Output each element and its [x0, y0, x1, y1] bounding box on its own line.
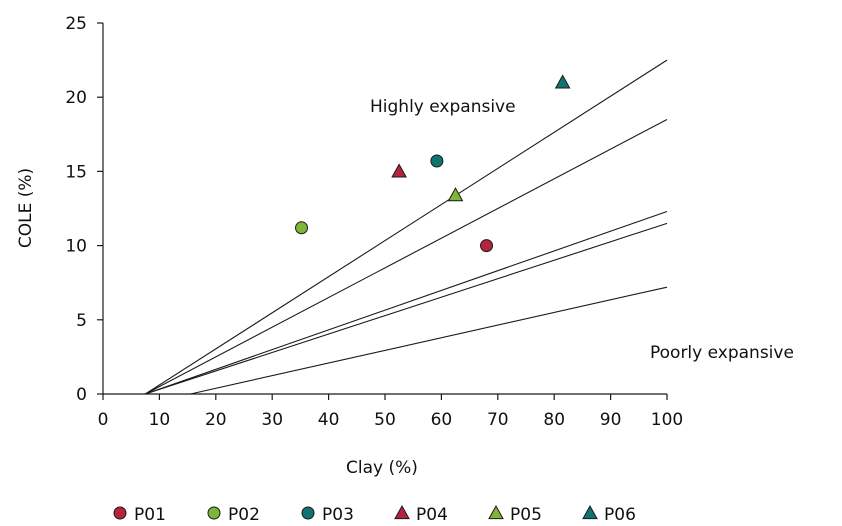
x-tick-label-70: 70 [487, 410, 509, 430]
data-point-p01 [480, 239, 494, 253]
y-tick-label-10: 10 [65, 237, 87, 257]
x-tick-label-60: 60 [431, 410, 453, 430]
x-tick-label-10: 10 [149, 410, 171, 430]
legend-marker-p04 [394, 504, 410, 520]
data-point-p06 [554, 74, 571, 89]
reference-lines [145, 59, 668, 395]
axes: 0 10 20 30 40 50 60 70 80 90 100 0 5 10 15 20 25 [65, 14, 683, 430]
y-tick-label-5: 5 [76, 311, 87, 331]
x-tick-label-80: 80 [543, 410, 565, 430]
x-axis-title: Clay (%) [346, 458, 418, 478]
legend-marker-p03 [301, 506, 315, 520]
reference-line-1 [145, 59, 668, 395]
data-point-p02 [295, 221, 309, 235]
y-tick-label-20: 20 [65, 88, 87, 108]
legend-label-p04: P04 [416, 505, 448, 525]
annotation-poorly-expansive: Poorly expansive [650, 343, 794, 363]
reference-line-2 [145, 118, 668, 395]
y-tick-label-25: 25 [65, 14, 87, 34]
legend-label-p01: P01 [134, 505, 166, 525]
data-point-p03 [430, 154, 444, 168]
reference-line-4 [145, 222, 668, 395]
legend-marker-p05 [488, 504, 504, 520]
x-tick-label-20: 20 [205, 410, 227, 430]
data-point-p04 [391, 163, 407, 178]
x-tick-label-90: 90 [600, 410, 622, 430]
x-tick-label-100: 100 [651, 410, 683, 430]
y-axis-title: COLE (%) [16, 168, 36, 248]
annotation-highly-expansive: Highly expansive [370, 97, 516, 117]
legend-label-p02: P02 [228, 505, 260, 525]
x-tick-label-30: 30 [261, 410, 283, 430]
legend-label-p06: P06 [604, 505, 636, 525]
reference-line-3 [145, 210, 668, 395]
data-points [295, 74, 571, 253]
legend-marker-p02 [207, 506, 221, 520]
legend-label-p03: P03 [322, 505, 354, 525]
legend-marker-p01 [113, 506, 127, 520]
legend-marker-p06 [582, 504, 598, 520]
x-tick-label-0: 0 [98, 410, 109, 430]
data-point-p05 [447, 187, 464, 202]
x-tick-label-40: 40 [318, 410, 340, 430]
legend-label-p05: P05 [510, 505, 542, 525]
y-tick-label-0: 0 [76, 385, 87, 405]
y-tick-label-15: 15 [65, 162, 87, 182]
reference-line-5 [190, 286, 668, 395]
x-tick-label-50: 50 [374, 410, 396, 430]
legend: P01 P02 P03 P04 P05 P06 [113, 504, 636, 525]
